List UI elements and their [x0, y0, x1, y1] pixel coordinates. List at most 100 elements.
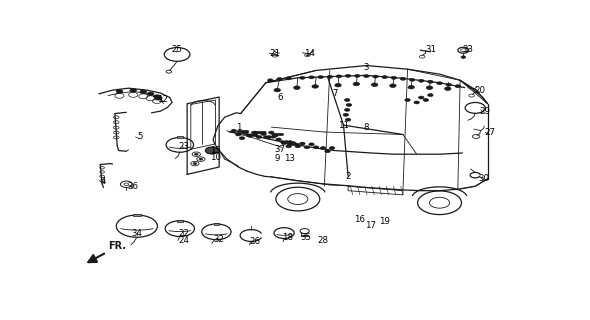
- Text: 23: 23: [178, 142, 189, 151]
- Text: 21: 21: [270, 49, 280, 58]
- Circle shape: [280, 141, 285, 143]
- Circle shape: [279, 133, 284, 136]
- Circle shape: [276, 133, 280, 136]
- Circle shape: [428, 93, 433, 97]
- Text: 37: 37: [274, 145, 285, 154]
- Circle shape: [256, 135, 262, 139]
- Text: 18: 18: [282, 233, 293, 242]
- Circle shape: [244, 130, 249, 133]
- Bar: [133, 214, 140, 216]
- Circle shape: [272, 134, 278, 137]
- Circle shape: [246, 134, 251, 136]
- Circle shape: [287, 143, 292, 146]
- Circle shape: [272, 133, 276, 136]
- Circle shape: [414, 101, 419, 104]
- Circle shape: [268, 131, 274, 134]
- Text: 35: 35: [300, 233, 312, 242]
- Circle shape: [154, 95, 160, 98]
- Circle shape: [140, 90, 146, 93]
- Circle shape: [445, 87, 451, 90]
- Text: 16: 16: [355, 215, 365, 224]
- Circle shape: [313, 146, 319, 149]
- Circle shape: [193, 163, 196, 164]
- Circle shape: [286, 77, 291, 80]
- Text: 33: 33: [463, 45, 473, 54]
- Circle shape: [295, 145, 300, 148]
- Circle shape: [309, 143, 314, 146]
- Circle shape: [290, 142, 296, 145]
- Circle shape: [261, 132, 266, 135]
- Circle shape: [309, 76, 314, 79]
- Circle shape: [382, 76, 388, 79]
- Circle shape: [116, 90, 123, 93]
- Circle shape: [247, 134, 253, 137]
- Circle shape: [258, 131, 263, 134]
- Circle shape: [268, 79, 273, 82]
- Text: 22: 22: [178, 228, 189, 237]
- Text: 20: 20: [474, 86, 486, 95]
- Circle shape: [346, 103, 352, 107]
- Text: 3: 3: [363, 63, 369, 72]
- Text: 7: 7: [333, 89, 338, 98]
- Text: 32: 32: [214, 235, 225, 244]
- Circle shape: [231, 129, 237, 132]
- Text: 34: 34: [132, 228, 142, 237]
- Circle shape: [345, 108, 350, 111]
- Text: 1: 1: [235, 123, 241, 132]
- Circle shape: [372, 83, 378, 86]
- Text: 24: 24: [178, 236, 189, 245]
- Text: 31: 31: [425, 45, 436, 54]
- Circle shape: [262, 131, 266, 134]
- Circle shape: [391, 76, 396, 79]
- Circle shape: [428, 80, 433, 83]
- Text: 26: 26: [249, 237, 260, 246]
- Circle shape: [446, 83, 451, 86]
- Text: 9: 9: [274, 154, 280, 163]
- Text: 10: 10: [210, 153, 221, 162]
- Bar: [177, 136, 182, 139]
- Circle shape: [148, 92, 154, 96]
- Circle shape: [195, 153, 198, 155]
- Circle shape: [335, 84, 341, 87]
- Circle shape: [409, 78, 415, 81]
- Circle shape: [277, 77, 282, 81]
- Text: 36: 36: [127, 182, 139, 191]
- Circle shape: [300, 76, 305, 79]
- Circle shape: [284, 141, 289, 143]
- Circle shape: [241, 130, 245, 133]
- Circle shape: [276, 138, 281, 141]
- Text: 30: 30: [479, 174, 490, 183]
- Circle shape: [408, 85, 414, 89]
- Circle shape: [427, 86, 432, 89]
- Circle shape: [353, 82, 359, 86]
- Circle shape: [130, 89, 136, 92]
- Circle shape: [336, 75, 342, 78]
- Circle shape: [286, 145, 291, 148]
- Circle shape: [291, 143, 296, 146]
- Circle shape: [345, 99, 350, 101]
- Circle shape: [355, 74, 360, 77]
- Circle shape: [199, 158, 203, 160]
- Circle shape: [155, 96, 162, 100]
- Circle shape: [461, 56, 466, 58]
- Circle shape: [329, 147, 335, 149]
- Circle shape: [312, 85, 319, 88]
- Text: 17: 17: [365, 221, 376, 230]
- Circle shape: [423, 99, 428, 101]
- Circle shape: [251, 131, 257, 134]
- Circle shape: [437, 82, 442, 85]
- Circle shape: [345, 118, 351, 121]
- Text: 19: 19: [379, 217, 390, 226]
- Text: 14: 14: [304, 49, 314, 58]
- Circle shape: [267, 136, 272, 138]
- Circle shape: [237, 130, 241, 133]
- Text: 29: 29: [480, 107, 491, 116]
- Text: 6: 6: [278, 93, 283, 102]
- Circle shape: [240, 137, 245, 140]
- Circle shape: [300, 142, 305, 145]
- Circle shape: [242, 131, 248, 134]
- Circle shape: [250, 134, 254, 136]
- Circle shape: [343, 113, 349, 116]
- Circle shape: [281, 142, 287, 145]
- Circle shape: [294, 143, 299, 146]
